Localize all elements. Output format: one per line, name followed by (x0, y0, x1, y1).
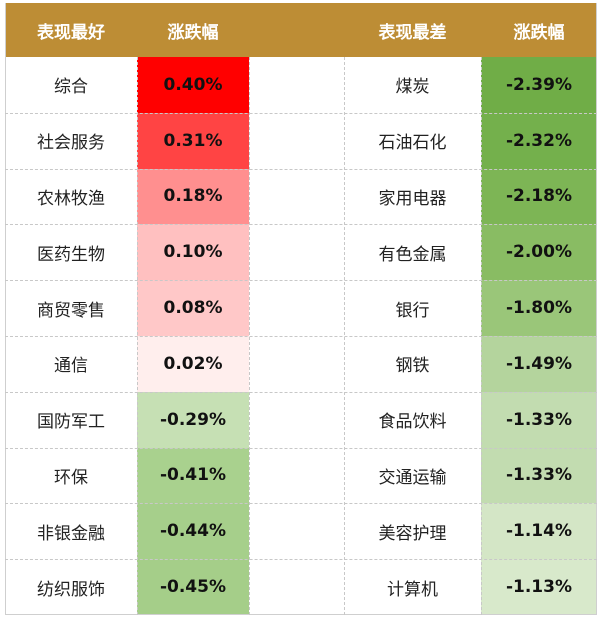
worst-sector-change: -1.33% (481, 391, 597, 448)
row-spacer (249, 280, 344, 336)
header-best-change: 涨跌幅 (137, 3, 249, 57)
best-sector-name: 农林牧渔 (5, 168, 137, 225)
worst-sector-name: 家用电器 (344, 168, 481, 225)
grid-hline (5, 224, 597, 226)
best-sector-name: 商贸零售 (5, 280, 137, 336)
best-sector-change: -0.29% (137, 391, 249, 448)
grid-hline (5, 168, 597, 170)
sector-performance-table: 表现最好 涨跌幅 表现最差 涨跌幅 综合 0.40% 煤炭 -2.39% 社会服务 0.3… (5, 3, 597, 615)
best-sector-name: 医药生物 (5, 224, 137, 281)
grid-hline (5, 559, 597, 561)
best-sector-change: 0.18% (137, 168, 249, 225)
worst-sector-name: 计算机 (344, 559, 481, 615)
row-spacer (249, 447, 344, 504)
best-sector-change: -0.45% (137, 559, 249, 615)
worst-sector-change: -2.39% (481, 57, 597, 113)
grid-hline (5, 447, 597, 449)
grid-hline (5, 112, 597, 114)
worst-sector-change: -1.14% (481, 503, 597, 560)
best-sector-name: 非银金融 (5, 503, 137, 560)
border-bottom (5, 614, 597, 615)
border-right (596, 3, 597, 615)
border-left (5, 3, 6, 615)
worst-sector-change: -1.33% (481, 447, 597, 504)
worst-sector-name: 煤炭 (344, 57, 481, 113)
row-spacer (249, 168, 344, 225)
worst-sector-change: -1.49% (481, 336, 597, 392)
worst-sector-name: 石油石化 (344, 112, 481, 169)
best-sector-name: 综合 (5, 57, 137, 113)
worst-sector-change: -1.13% (481, 559, 597, 615)
best-sector-change: -0.41% (137, 447, 249, 504)
row-spacer (249, 503, 344, 560)
row-spacer (249, 391, 344, 448)
worst-sector-name: 食品饮料 (344, 391, 481, 448)
grid-hline (5, 391, 597, 393)
best-sector-change: 0.08% (137, 280, 249, 336)
best-sector-name: 社会服务 (5, 112, 137, 169)
grid-hline (5, 336, 597, 337)
worst-sector-change: -2.18% (481, 168, 597, 225)
worst-sector-change: -1.80% (481, 280, 597, 336)
best-sector-change: 0.40% (137, 57, 249, 113)
header-worst-change: 涨跌幅 (481, 3, 597, 57)
best-sector-name: 环保 (5, 447, 137, 504)
worst-sector-name: 有色金属 (344, 224, 481, 281)
header-worst: 表现最差 (344, 3, 481, 57)
worst-sector-name: 钢铁 (344, 336, 481, 392)
best-sector-change: -0.44% (137, 503, 249, 560)
worst-sector-change: -2.32% (481, 112, 597, 169)
worst-sector-name: 银行 (344, 280, 481, 336)
best-sector-name: 国防军工 (5, 391, 137, 448)
row-spacer (249, 57, 344, 113)
best-sector-name: 纺织服饰 (5, 559, 137, 615)
row-spacer (249, 336, 344, 392)
row-spacer (249, 559, 344, 615)
worst-sector-change: -2.00% (481, 224, 597, 281)
header-best: 表现最好 (5, 3, 137, 57)
grid-hline (5, 280, 597, 282)
worst-sector-name: 交通运输 (344, 447, 481, 504)
grid-hline (5, 503, 597, 505)
row-spacer (249, 224, 344, 281)
row-spacer (249, 112, 344, 169)
best-sector-name: 通信 (5, 336, 137, 392)
best-sector-change: 0.10% (137, 224, 249, 281)
worst-sector-name: 美容护理 (344, 503, 481, 560)
header-spacer (249, 3, 344, 57)
best-sector-change: 0.02% (137, 336, 249, 392)
best-sector-change: 0.31% (137, 112, 249, 169)
